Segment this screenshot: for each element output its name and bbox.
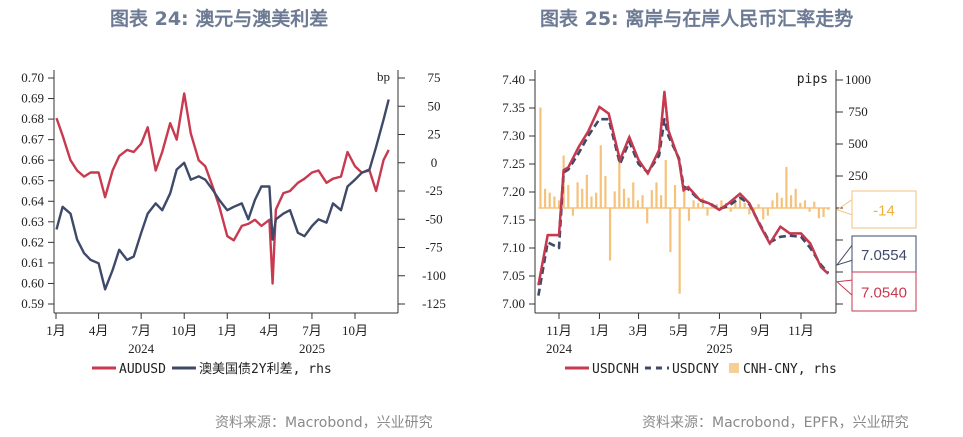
right-tick-label: 75 (428, 70, 441, 85)
callout-pointer (835, 243, 854, 266)
right-tick-label: 750 (848, 104, 868, 119)
x-tick-label: 10月 (171, 323, 197, 338)
year-label: 2024 (546, 341, 573, 356)
year-label: 2025 (706, 341, 732, 356)
callout-value: 7.0554 (861, 247, 907, 264)
legend-label: USDCNY (672, 362, 719, 377)
x-tick-label: 7月 (302, 323, 322, 338)
right-tick-label: 500 (848, 136, 868, 151)
left-tick-label: 0.70 (21, 70, 44, 85)
x-tick-label: 10月 (342, 323, 368, 338)
legend-swatch (728, 363, 739, 373)
x-tick-label: 1月 (218, 323, 238, 338)
right-tick-label: 250 (848, 168, 868, 183)
legend-label: 澳美国债2Y利差, rhs (199, 361, 332, 377)
right-tick-label: 0 (431, 155, 438, 170)
callout-pointer (835, 198, 854, 216)
left-tick-label: 7.35 (502, 100, 525, 115)
right-tick-label: 25 (428, 127, 441, 142)
x-tick-label: 9月 (751, 323, 771, 338)
callout-value: -14 (873, 203, 895, 220)
left-tick-label: 0.65 (21, 173, 44, 188)
series-line-audusd (55, 92, 390, 285)
right-axis-unit: bp (377, 69, 390, 84)
left-tick-label: 0.59 (21, 296, 44, 311)
legend-label: CNH-CNY, rhs (743, 362, 837, 377)
x-tick-label: 5月 (669, 323, 689, 338)
left-tick-label: 7.20 (502, 184, 525, 199)
right-axis-unit: pips (797, 72, 828, 87)
x-tick-label: 4月 (89, 323, 109, 338)
callout-box (851, 190, 917, 229)
left-tick-label: 0.66 (21, 152, 44, 167)
callout-box (851, 235, 917, 273)
x-tick-label: 1月 (590, 323, 610, 338)
left-tick-label: 0.61 (21, 255, 44, 270)
right-tick-label: -100 (422, 268, 446, 283)
source-note-25: 资料来源：Macrobond，EPFR，兴业研究 (642, 415, 909, 431)
x-tick-label: 3月 (629, 323, 649, 338)
series-line-2yrhs (55, 99, 390, 291)
x-tick-label: 11月 (546, 323, 572, 338)
legend-label: AUDUSD (119, 362, 166, 377)
chart-title-24: 图表 24: 澳元与澳美利差 (110, 8, 329, 30)
left-tick-label: 7.10 (502, 240, 525, 255)
left-tick-label: 7.00 (502, 296, 525, 311)
x-tick-label: 7月 (131, 323, 151, 338)
x-tick-label: 4月 (260, 323, 280, 338)
left-tick-label: 7.30 (502, 128, 525, 143)
left-tick-label: 0.64 (21, 193, 44, 208)
callout-pointer (835, 279, 854, 297)
callout-box (851, 271, 917, 312)
source-note-24: 资料来源：Macrobond，兴业研究 (215, 415, 433, 431)
year-label: 2025 (299, 341, 325, 356)
chart-title-25: 图表 25: 离岸与在岸人民币汇率走势 (540, 8, 854, 30)
left-tick-label: 0.60 (21, 275, 44, 290)
year-label: 2024 (128, 341, 155, 356)
left-tick-label: 7.15 (502, 212, 525, 227)
left-tick-label: 7.40 (502, 72, 525, 87)
x-tick-label: 1月 (46, 323, 66, 338)
right-tick-label: 1000 (845, 72, 871, 87)
left-tick-label: 0.68 (21, 111, 44, 126)
right-tick-label: 50 (428, 98, 441, 113)
callout-value: 7.0540 (861, 285, 907, 302)
left-tick-label: 0.62 (21, 234, 44, 249)
left-tick-label: 7.25 (502, 156, 525, 171)
legend-label: USDCNH (592, 362, 639, 377)
left-tick-label: 0.69 (21, 91, 44, 106)
right-tick-label: -50 (425, 211, 442, 226)
right-tick-label: -75 (425, 240, 442, 255)
series-line-usdcnh-top (537, 91, 830, 286)
left-tick-label: 0.67 (21, 132, 44, 147)
right-tick-label: -125 (422, 296, 446, 311)
left-tick-label: 0.63 (21, 214, 44, 229)
x-tick-label: 11月 (788, 323, 814, 338)
left-tick-label: 7.05 (502, 268, 525, 283)
right-tick-label: -25 (425, 183, 442, 198)
x-tick-label: 7月 (710, 323, 730, 338)
